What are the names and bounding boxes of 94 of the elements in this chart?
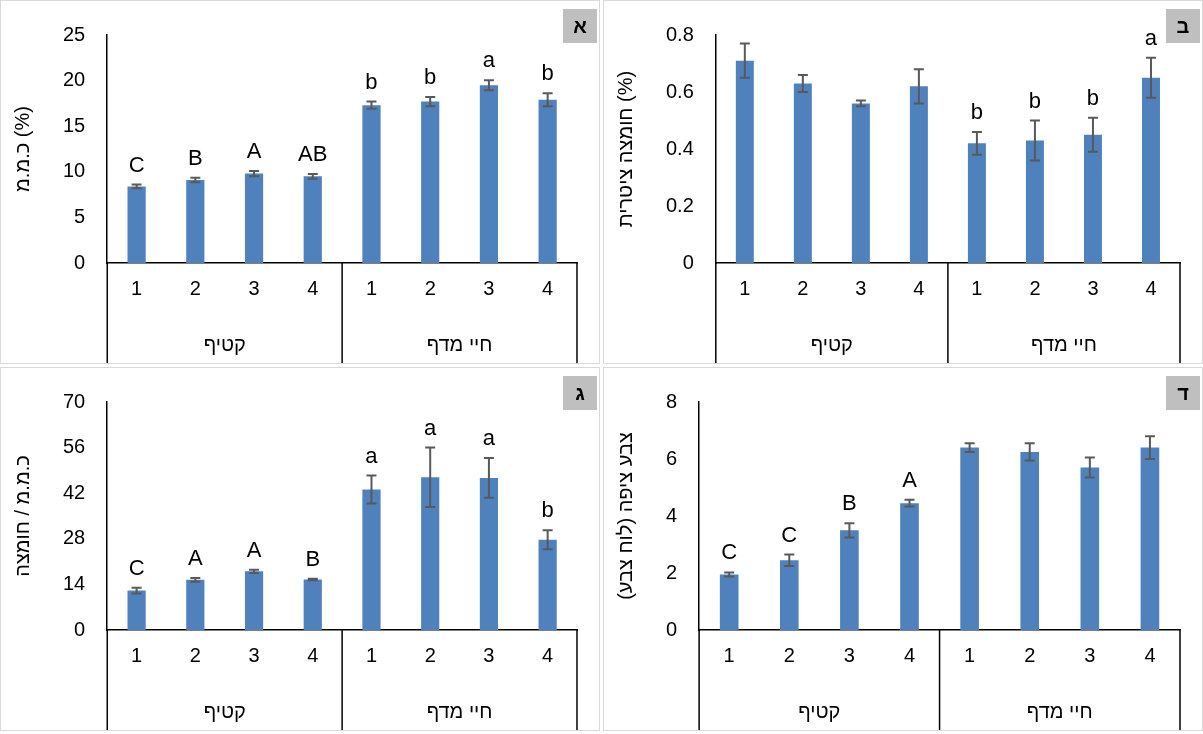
x-tick-label: 2 <box>783 643 795 666</box>
x-tick-label: 1 <box>131 276 143 299</box>
y-tick-label: 0.6 <box>665 79 694 102</box>
x-tick-label: 4 <box>542 643 554 666</box>
data-label: b <box>1086 84 1100 110</box>
data-label: C <box>128 554 145 580</box>
y-tick-label: 25 <box>63 22 86 45</box>
x-tick-label: 4 <box>542 276 554 299</box>
y-tick-label: 0 <box>74 250 86 273</box>
data-label: a <box>482 425 496 451</box>
data-label: a <box>365 442 379 468</box>
y-tick-label: 42 <box>63 480 86 503</box>
y-tick-label: 0 <box>74 617 86 640</box>
chart-title: א <box>573 14 588 37</box>
text: חיי מדף <box>426 332 493 355</box>
y-tick-label: 0.2 <box>665 193 694 216</box>
data-label: C <box>781 521 798 547</box>
x-tick-label: 3 <box>483 643 495 666</box>
text: קטיף <box>810 332 853 355</box>
x-tick-label: 1 <box>971 276 983 299</box>
x-tick-label: 3 <box>248 276 260 299</box>
x-tick-label: 1 <box>964 643 976 666</box>
x-tick-label: 2 <box>1024 643 1036 666</box>
x-tick-label: 3 <box>855 276 867 299</box>
x-tick-label: 1 <box>723 643 735 666</box>
x-tick-label: 4 <box>1145 276 1157 299</box>
y-tick-label: 14 <box>63 571 86 594</box>
y-tick-label: 0 <box>666 617 678 640</box>
text: חיי מדף <box>426 699 493 722</box>
x-tick-label: 2 <box>797 276 809 299</box>
chart-title: ד <box>1177 381 1190 404</box>
x-tick-label: 4 <box>307 276 319 299</box>
x-tick-label: 1 <box>131 643 143 666</box>
x-tick-label: 3 <box>1084 643 1096 666</box>
data-label: A <box>187 544 203 570</box>
data-label: b <box>541 60 554 86</box>
x-tick-label: 4 <box>903 643 916 666</box>
data-label: a <box>482 47 496 73</box>
y-tick-label: 5 <box>74 204 86 227</box>
text: קטיף <box>203 332 246 355</box>
text: חיי מדף <box>1031 332 1097 355</box>
y-tick-label: 15 <box>63 113 86 136</box>
y-tick-label: 8 <box>666 389 678 412</box>
text: קטיף <box>203 699 246 722</box>
y-axis-title: צבע ציפה (לוח צבע) <box>613 432 636 600</box>
y-tick-label: 10 <box>63 159 86 182</box>
y-tick-label: 2 <box>666 560 678 583</box>
x-tick-label: 4 <box>307 643 319 666</box>
data-label: b <box>424 64 437 90</box>
y-tick-label: 20 <box>63 68 86 91</box>
y-tick-label: 56 <box>63 435 86 458</box>
y-axis-title: כ.מ.מ (%) <box>10 106 33 192</box>
y-tick-label: 6 <box>666 446 678 469</box>
x-tick-label: 4 <box>1144 643 1156 666</box>
x-tick-label: 3 <box>248 643 260 666</box>
y-tick-label: 4 <box>666 503 678 526</box>
x-tick-label: 4 <box>913 276 925 299</box>
data-label: b <box>365 68 378 94</box>
data-label: C <box>721 539 738 565</box>
data-label: C <box>128 151 145 177</box>
chart-title: ב <box>1176 14 1190 37</box>
y-tick-label: 70 <box>63 389 86 412</box>
data-label: B <box>305 545 321 571</box>
y-tick-label: 28 <box>63 526 86 549</box>
x-tick-label: 3 <box>483 276 495 299</box>
data-label: b <box>970 98 984 124</box>
y-tick-label: 0 <box>682 250 694 273</box>
data-label: A <box>902 466 918 492</box>
x-tick-label: 2 <box>1029 276 1041 299</box>
chart-title: ג <box>575 381 586 404</box>
data-label: A <box>246 137 262 163</box>
data-label: B <box>187 144 203 170</box>
data-label: b <box>1028 87 1042 113</box>
data-label: AB <box>298 141 328 167</box>
y-axis-title: כ.מ.מ / חומצה <box>10 455 33 577</box>
x-tick-label: 1 <box>365 276 378 299</box>
y-tick-label: 0.8 <box>665 22 694 45</box>
x-tick-label: 3 <box>1087 276 1099 299</box>
x-tick-label: 1 <box>739 276 751 299</box>
data-label: B <box>842 490 857 516</box>
x-tick-label: 3 <box>843 643 855 666</box>
x-tick-label: 1 <box>365 643 378 666</box>
y-axis-title: חומצה ציטרית (%) <box>613 70 636 228</box>
data-label: b <box>541 497 554 523</box>
y-tick-label: 0.4 <box>665 136 694 159</box>
text: חיי מדף <box>1026 699 1093 722</box>
data-label: a <box>424 414 438 440</box>
x-tick-label: 2 <box>189 276 201 299</box>
text: קטיף <box>798 699 841 722</box>
x-tick-label: 2 <box>424 643 436 666</box>
data-label: A <box>246 536 262 562</box>
x-tick-label: 2 <box>189 643 201 666</box>
data-label: a <box>1144 24 1158 50</box>
x-tick-label: 2 <box>424 276 436 299</box>
